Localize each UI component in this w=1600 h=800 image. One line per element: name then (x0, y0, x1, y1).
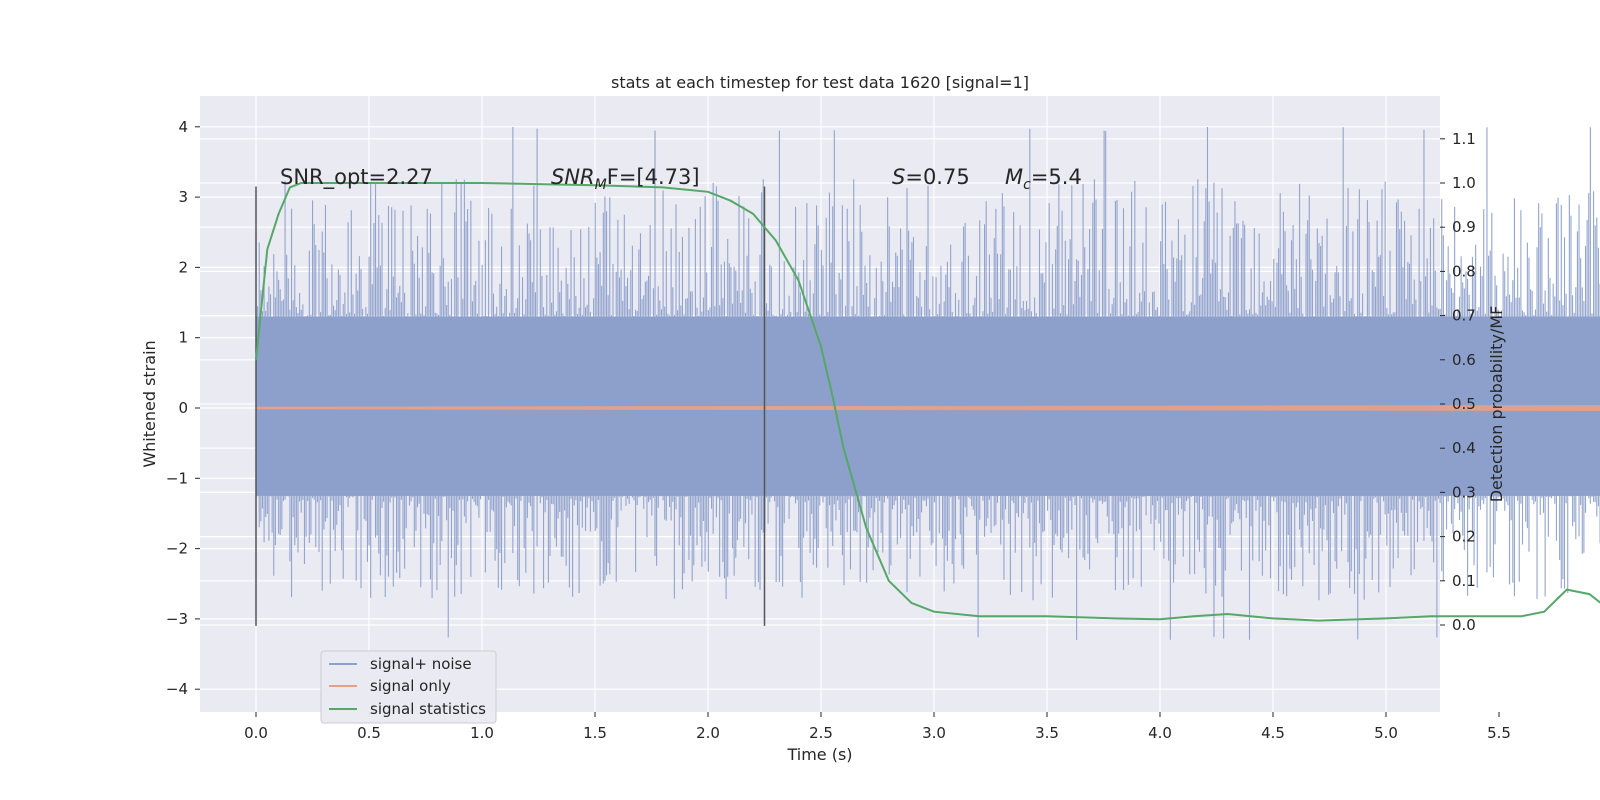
y-left-tick-label: 3 (178, 188, 188, 206)
legend: signal+ noise signal only signal statist… (320, 650, 497, 724)
y-axis-right: 0.0 0.1 0.2 0.3 0.4 0.5 0.6 0.7 0.8 0.9 1.0 1.1 (1440, 130, 1476, 634)
y-right-tick-label: 1.1 (1452, 130, 1476, 148)
x-tick-label: 0.0 (244, 724, 268, 742)
annotation-mc: Mc=5.4 (1005, 165, 1082, 193)
x-tick-label: 2.0 (696, 724, 720, 742)
annotation-mc-sub: c (1023, 177, 1031, 193)
y-axis-left: −4 −3 −2 −1 0 1 2 3 4 (166, 118, 200, 698)
annotation-mc-base: M (1005, 165, 1023, 189)
legend-label-signal-plus-noise: signal+ noise (370, 655, 472, 673)
y-left-tick-label: −3 (166, 610, 188, 628)
y-left-tick-label: 0 (178, 399, 188, 417)
annotation-snr-opt: SNR_opt=2.27 (280, 165, 433, 190)
x-tick-label: 4.0 (1148, 724, 1172, 742)
signal-statistics-line (255, 182, 1600, 622)
y-right-tick-label: 0.6 (1452, 351, 1476, 369)
window-markers (255, 186, 766, 626)
y-right-tick-label: 0.2 (1452, 528, 1476, 546)
annotation-s-rest: =0.75 (905, 165, 969, 189)
x-tick-label: 1.0 (470, 724, 494, 742)
legend-label-signal-only: signal only (370, 677, 451, 695)
y-right-tick-label: 0.4 (1452, 439, 1476, 457)
annotation-s-base: S (892, 165, 905, 189)
annotation-snr-mf-base: SNR (551, 165, 595, 189)
annotation-snr-mf-sub: M (595, 177, 607, 193)
y-right-tick-label: 0.3 (1452, 483, 1476, 501)
x-tick-label: 1.5 (583, 724, 607, 742)
x-tick-label: 5.5 (1487, 724, 1511, 742)
y-right-tick-label: 0.7 (1452, 307, 1476, 325)
y-axis-left-label: Whitened strain (140, 340, 159, 467)
y-left-tick-label: −1 (166, 469, 188, 487)
x-tick-label: 3.0 (922, 724, 946, 742)
x-axis-label: Time (s) (786, 745, 852, 764)
legend-label-signal-statistics: signal statistics (370, 700, 486, 718)
y-right-tick-label: 0.0 (1452, 616, 1476, 634)
y-right-tick-label: 0.9 (1452, 218, 1476, 236)
annotation-mc-rest: =5.4 (1031, 165, 1082, 189)
y-axis-right-label: Detection probability/MF (1487, 306, 1506, 503)
series-signal-statistics (255, 182, 1600, 622)
annotation-snr-mf: SNRMF=[4.73] (551, 165, 700, 193)
annotation-s: S=0.75 (892, 165, 970, 189)
annotation-snr-mf-rest: F=[4.73] (607, 165, 700, 189)
y-left-tick-label: −4 (166, 680, 188, 698)
x-tick-label: 4.5 (1261, 724, 1285, 742)
x-axis: 0.00.51.01.52.02.53.03.54.04.55.05.56.06… (244, 712, 1511, 742)
y-left-tick-label: 2 (178, 258, 188, 276)
chart-title: stats at each timestep for test data 162… (611, 73, 1029, 92)
y-left-tick-label: 1 (178, 329, 188, 347)
legend-box (320, 650, 497, 724)
x-tick-label: 5.0 (1374, 724, 1398, 742)
y-right-tick-label: 0.1 (1452, 572, 1476, 590)
x-tick-label: 0.5 (357, 724, 381, 742)
y-right-tick-label: 1.0 (1452, 174, 1476, 192)
y-left-tick-label: 4 (178, 118, 188, 136)
series-signal-only (256, 405, 1600, 411)
y-right-tick-label: 0.8 (1452, 262, 1476, 280)
y-left-tick-label: −2 (166, 540, 188, 558)
x-tick-label: 3.5 (1035, 724, 1059, 742)
y-right-tick-label: 0.5 (1452, 395, 1476, 413)
x-tick-label: 2.5 (809, 724, 833, 742)
